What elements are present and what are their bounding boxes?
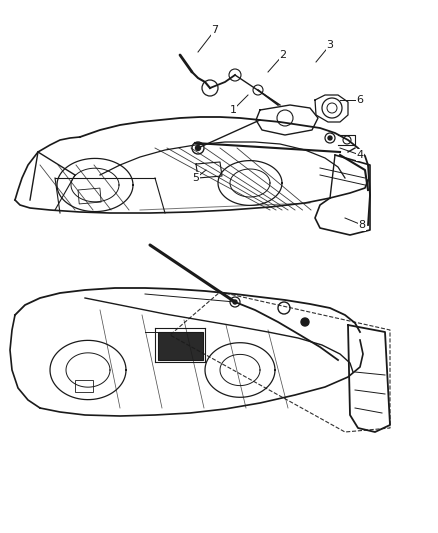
- Bar: [75, 380, 93, 392]
- Text: 8: 8: [358, 220, 366, 230]
- Circle shape: [301, 318, 309, 326]
- Text: 2: 2: [279, 50, 286, 60]
- Bar: [158, 332, 203, 360]
- Text: 5: 5: [192, 173, 199, 183]
- Text: 1: 1: [230, 105, 237, 115]
- Text: 7: 7: [212, 25, 219, 35]
- Text: 4: 4: [357, 150, 364, 160]
- Circle shape: [328, 136, 332, 140]
- Text: 6: 6: [357, 95, 364, 105]
- Text: 3: 3: [326, 40, 333, 50]
- Circle shape: [233, 300, 237, 304]
- Bar: [78, 188, 101, 204]
- Circle shape: [195, 146, 201, 150]
